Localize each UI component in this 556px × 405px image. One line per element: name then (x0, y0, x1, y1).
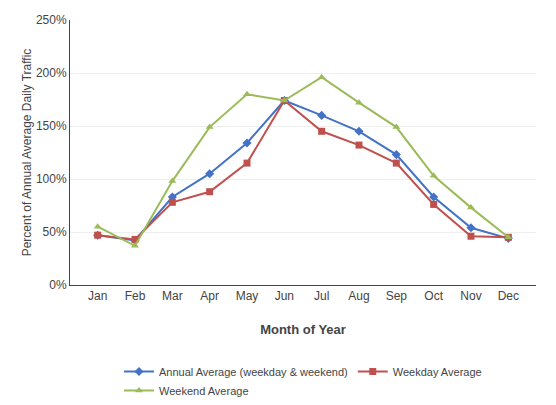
svg-text:Sep: Sep (386, 289, 408, 303)
svg-text:50%: 50% (43, 225, 67, 239)
svg-text:Aug: Aug (348, 289, 369, 303)
svg-text:Mar: Mar (162, 289, 183, 303)
svg-text:Weekday Average: Weekday Average (393, 366, 482, 378)
svg-text:100%: 100% (36, 172, 67, 186)
svg-text:Jan: Jan (88, 289, 107, 303)
svg-text:200%: 200% (36, 66, 67, 80)
svg-text:Apr: Apr (200, 289, 219, 303)
svg-text:Oct: Oct (424, 289, 443, 303)
svg-text:0%: 0% (49, 278, 67, 292)
svg-text:Percent of Annual Average Dail: Percent of Annual Average Daily Traffic (20, 49, 34, 257)
svg-text:Jun: Jun (275, 289, 294, 303)
svg-text:Month of Year: Month of Year (260, 322, 346, 337)
svg-text:Jul: Jul (314, 289, 329, 303)
svg-text:Annual Average (weekday & week: Annual Average (weekday & weekend) (159, 366, 348, 378)
svg-text:Feb: Feb (125, 289, 146, 303)
svg-text:150%: 150% (36, 119, 67, 133)
svg-text:Nov: Nov (460, 289, 481, 303)
svg-text:Weekend Average: Weekend Average (159, 385, 249, 397)
svg-text:May: May (236, 289, 259, 303)
svg-text:250%: 250% (36, 13, 67, 27)
svg-text:Dec: Dec (498, 289, 519, 303)
